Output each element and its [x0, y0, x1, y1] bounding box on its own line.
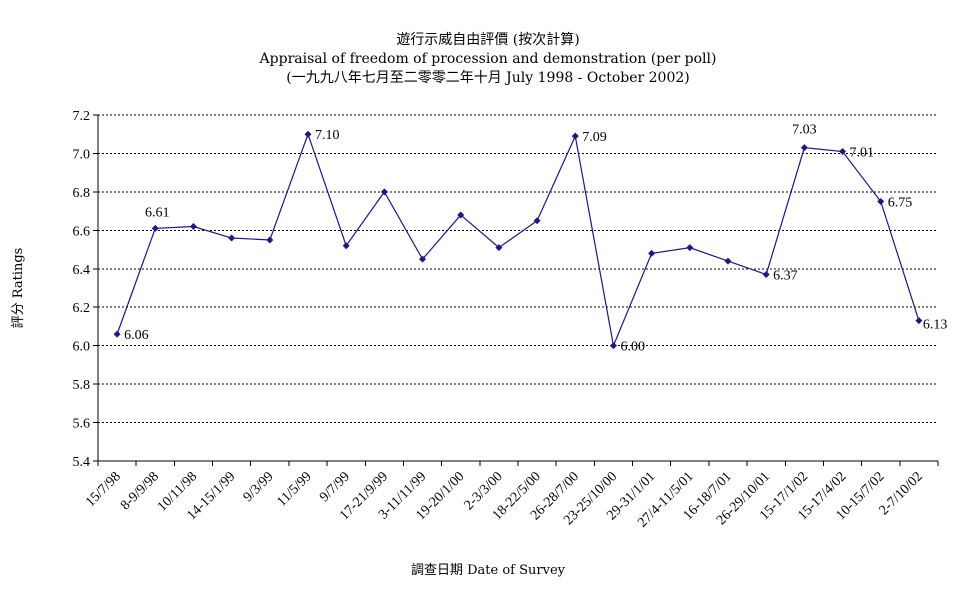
- data-label: 6.75: [888, 196, 913, 211]
- data-point: [686, 244, 694, 252]
- data-labels: 6.06 6.61 7.10 7.09 6.00 6.37 7.03 7.01 6.75 6.13: [124, 123, 947, 355]
- data-label: 7.03: [792, 123, 817, 138]
- x-tick-label: 11/5/99: [274, 469, 314, 509]
- data-point: [304, 130, 312, 138]
- data-point: [380, 188, 388, 196]
- chart-title: 遊行示威自由評價 (按次計算): [396, 31, 579, 48]
- y-tick-label: 5.4: [73, 455, 91, 470]
- x-tick-label: 9/3/99: [241, 469, 277, 505]
- data-point: [648, 249, 656, 257]
- y-axis-ticks: 7.2 7.0 6.8 6.6 6.4 6.2 6.0 5.8 5.6 5.4: [73, 109, 98, 470]
- data-label: 7.10: [315, 128, 340, 143]
- data-label: 6.06: [124, 328, 149, 343]
- chart-subtitle-period: (一九九八年七月至二零零二年十月 July 1998 - October 200…: [286, 70, 690, 86]
- data-point: [151, 224, 159, 232]
- y-tick-label: 7.2: [73, 109, 91, 124]
- data-point: [342, 242, 350, 250]
- data-point: [113, 330, 121, 338]
- data-point: [457, 211, 465, 219]
- data-point: [266, 236, 274, 244]
- y-tick-label: 6.2: [73, 301, 91, 316]
- data-point: [571, 132, 579, 140]
- y-axis-title: 評分 Ratings: [11, 248, 26, 329]
- x-tick-label: 9/7/99: [317, 469, 353, 505]
- data-point: [495, 244, 503, 252]
- chart-subtitle: Appraisal of freedom of procession and d…: [259, 51, 717, 67]
- data-point: [724, 257, 732, 265]
- series-ratings: [113, 130, 923, 350]
- data-point: [189, 222, 197, 230]
- data-label: 7.09: [582, 130, 607, 145]
- data-point: [877, 198, 885, 205]
- data-label: 7.01: [850, 146, 875, 161]
- data-point: [533, 217, 541, 225]
- y-tick-label: 6.4: [73, 263, 91, 278]
- y-tick-label: 7.0: [73, 147, 91, 162]
- y-tick-label: 6.6: [73, 224, 91, 239]
- data-point: [609, 342, 617, 350]
- data-label: 6.37: [773, 269, 798, 284]
- data-point: [419, 255, 427, 263]
- y-tick-label: 5.8: [73, 378, 91, 393]
- y-tick-label: 6.0: [73, 340, 91, 355]
- data-point: [228, 234, 236, 242]
- series-line: [116, 132, 920, 348]
- y-tick-label: 5.6: [73, 417, 91, 432]
- gridlines: [98, 114, 938, 424]
- y-tick-label: 6.8: [73, 186, 91, 201]
- data-point: [800, 144, 808, 152]
- data-point: [839, 148, 847, 156]
- data-label: 6.61: [145, 205, 170, 220]
- data-label: 6.13: [923, 318, 948, 333]
- data-point: [915, 317, 923, 325]
- data-point: [762, 271, 770, 279]
- data-label: 6.00: [620, 340, 645, 355]
- x-tick-label: 8-9/9/98: [118, 469, 162, 513]
- x-axis-title: 調查日期 Date of Survey: [411, 563, 566, 578]
- axes: [97, 115, 938, 462]
